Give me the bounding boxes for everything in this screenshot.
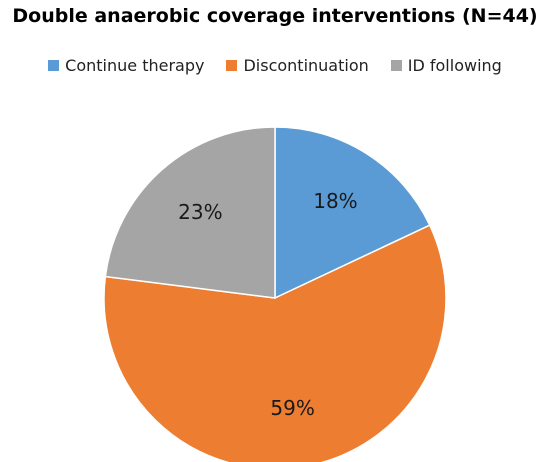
legend-label: Discontinuation <box>243 56 369 75</box>
pie-slices <box>103 126 447 462</box>
pie-slice-id-following <box>104 126 276 299</box>
legend-swatch <box>48 60 60 71</box>
pie-slice-discontinuation <box>103 224 447 462</box>
data-label-discontinuation: 59% <box>270 396 314 420</box>
legend-swatch <box>226 60 238 71</box>
legend-swatch <box>390 60 402 71</box>
legend-item-continue-therapy: Continue therapy <box>48 56 204 75</box>
chart-legend: Continue therapy Discontinuation ID foll… <box>0 56 550 75</box>
legend-label: Continue therapy <box>65 56 205 75</box>
chart-title: Double anaerobic coverage interventions … <box>12 5 538 27</box>
legend-label: ID following <box>407 56 502 75</box>
pie-slice-continue-therapy <box>274 126 431 300</box>
legend-item-id-following: ID following <box>390 56 502 75</box>
pie-labels: 18% 59% 23% <box>178 189 358 420</box>
legend-item-discontinuation: Discontinuation <box>226 56 369 75</box>
data-label-id-following: 23% <box>178 200 222 224</box>
data-label-continue-therapy: 18% <box>313 189 357 213</box>
